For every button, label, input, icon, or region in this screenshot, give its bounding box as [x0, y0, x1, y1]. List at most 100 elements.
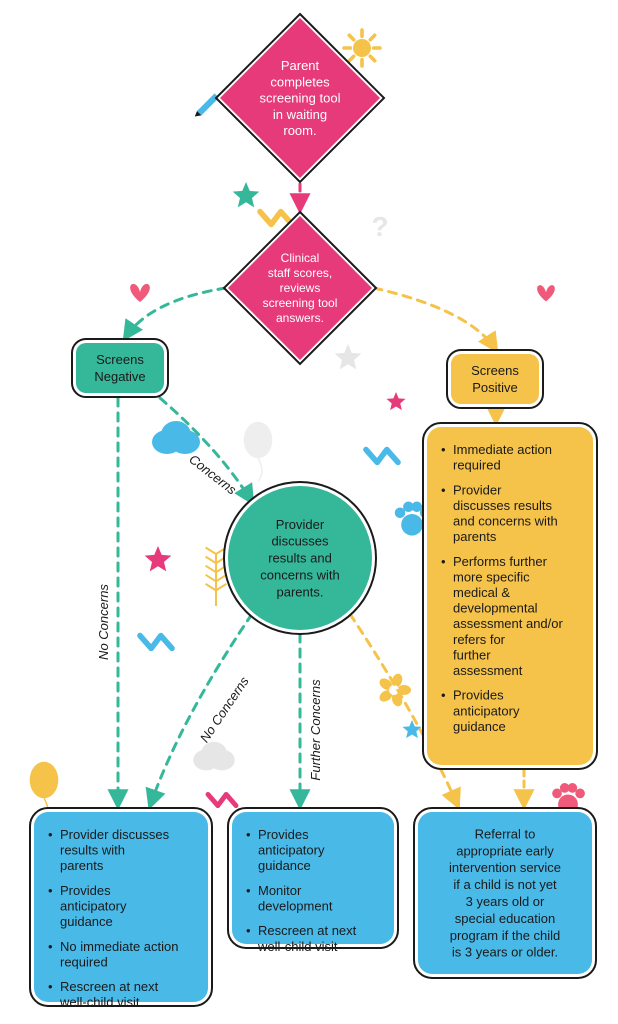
- node-out1: • Provider discussesresults withparents • P…: [30, 808, 212, 1010]
- svg-text:required: required: [453, 458, 501, 473]
- decor-star: [402, 720, 421, 738]
- svg-text:?: ?: [371, 211, 388, 242]
- svg-text:•: •: [246, 883, 251, 898]
- path-label-2: No Concerns: [197, 673, 252, 745]
- svg-text:anticipatory: anticipatory: [258, 843, 325, 858]
- svg-text:•: •: [246, 827, 251, 842]
- svg-text:Immediate action: Immediate action: [453, 442, 552, 457]
- decor-star: [335, 344, 362, 369]
- svg-text:screening tool: screening tool: [263, 296, 338, 310]
- path-label-1: No Concerns: [96, 584, 111, 660]
- svg-text:staff scores,: staff scores,: [268, 266, 332, 280]
- svg-text:Rescreen at next: Rescreen at next: [60, 979, 159, 994]
- svg-text:•: •: [441, 554, 446, 569]
- svg-text:Provides: Provides: [60, 883, 111, 898]
- svg-text:Screens: Screens: [96, 352, 144, 367]
- svg-text:developmental: developmental: [453, 601, 538, 616]
- svg-text:•: •: [48, 883, 53, 898]
- node-discuss: Provider discusses results andconcerns wit…: [224, 482, 376, 634]
- svg-text:•: •: [441, 688, 446, 703]
- decor-cloud: [193, 742, 235, 771]
- svg-text:Negative: Negative: [94, 369, 145, 384]
- svg-text:completes: completes: [270, 74, 330, 89]
- svg-text:•: •: [48, 827, 53, 842]
- decor-balloon: [244, 422, 273, 482]
- svg-text:Provider discusses: Provider discusses: [60, 827, 170, 842]
- svg-text:Provider: Provider: [453, 482, 502, 497]
- path-label-3: Further Concerns: [308, 679, 323, 781]
- svg-text:parents.: parents.: [277, 584, 324, 599]
- svg-text:3 years old or: 3 years old or: [466, 894, 545, 909]
- svg-text:Clinical: Clinical: [281, 251, 320, 265]
- svg-text:Rescreen at next: Rescreen at next: [258, 923, 357, 938]
- svg-text:room.: room.: [283, 123, 316, 138]
- svg-text:Screens: Screens: [471, 363, 519, 378]
- decor-zig: [366, 450, 398, 463]
- node-review: Clinicalstaff scores,reviewsscreening to…: [224, 212, 376, 364]
- node-neg: Screens Negative: [72, 339, 168, 397]
- decor-star: [386, 392, 405, 410]
- svg-text:assessment: assessment: [453, 663, 523, 678]
- svg-text:further: further: [453, 647, 491, 662]
- svg-text:•: •: [48, 939, 53, 954]
- decor-zig: [208, 794, 236, 805]
- node-pos: Screens Positive: [447, 350, 543, 408]
- svg-text:required: required: [60, 954, 108, 969]
- svg-text:more specific: more specific: [453, 569, 530, 584]
- svg-text:and concerns with: and concerns with: [453, 514, 558, 529]
- svg-text:guidance: guidance: [453, 719, 506, 734]
- svg-text:medical &: medical &: [453, 585, 510, 600]
- svg-text:discusses results: discusses results: [453, 498, 552, 513]
- svg-text:anticipatory: anticipatory: [453, 703, 520, 718]
- svg-text:concerns with: concerns with: [260, 567, 339, 582]
- node-start: Parentcompletes screening toolin waitingr…: [216, 14, 384, 182]
- svg-text:•: •: [441, 442, 446, 457]
- svg-text:appropriate early: appropriate early: [456, 843, 554, 858]
- svg-text:development: development: [258, 899, 333, 914]
- decor-pencil: [195, 93, 219, 116]
- svg-text:in waiting: in waiting: [273, 107, 327, 122]
- svg-text:results with: results with: [60, 843, 125, 858]
- svg-text:anticipatory: anticipatory: [60, 899, 127, 914]
- node-posbox: • Immediate actionrequired • Providerdiscus…: [423, 423, 597, 769]
- svg-text:discusses: discusses: [271, 534, 329, 549]
- node-out2: • Providesanticipatoryguidance • Monitordev…: [228, 808, 398, 954]
- svg-text:results and: results and: [268, 551, 332, 566]
- node-out3: Referral to appropriate early intervention…: [414, 808, 596, 978]
- svg-text:is 3 years or older.: is 3 years or older.: [452, 945, 558, 960]
- svg-text:Provides: Provides: [453, 688, 504, 703]
- svg-text:Parent: Parent: [281, 58, 320, 73]
- svg-text:program if the child: program if the child: [450, 928, 561, 943]
- svg-text:Provides: Provides: [258, 827, 309, 842]
- decor-sun: [344, 30, 380, 66]
- svg-text:intervention service: intervention service: [449, 860, 561, 875]
- svg-text:•: •: [48, 979, 53, 994]
- svg-text:special education: special education: [455, 911, 555, 926]
- svg-text:screening tool: screening tool: [260, 91, 341, 106]
- svg-text:assessment and/or: assessment and/or: [453, 616, 564, 631]
- svg-text:parents: parents: [60, 858, 104, 873]
- decor-star: [233, 182, 260, 207]
- decor-question: ?: [371, 211, 388, 242]
- svg-text:Monitor: Monitor: [258, 883, 302, 898]
- svg-text:No immediate action: No immediate action: [60, 939, 179, 954]
- decor-heart: [537, 285, 555, 301]
- svg-text:reviews: reviews: [280, 281, 321, 295]
- svg-text:well-child visit: well-child visit: [59, 995, 140, 1010]
- decor-zig: [260, 212, 292, 225]
- svg-text:answers.: answers.: [276, 311, 324, 325]
- svg-text:•: •: [441, 482, 446, 497]
- svg-text:Referral to: Referral to: [475, 826, 536, 841]
- decor-zig: [140, 636, 172, 649]
- svg-text:if a child is not yet: if a child is not yet: [453, 877, 557, 892]
- decor-star: [145, 546, 172, 571]
- svg-text:Provider: Provider: [276, 517, 325, 532]
- svg-text:refers for: refers for: [453, 632, 506, 647]
- svg-text:guidance: guidance: [258, 858, 311, 873]
- svg-text:well-child visit: well-child visit: [257, 939, 338, 954]
- edge-2: [374, 288, 496, 350]
- decor-cloud: [152, 421, 200, 454]
- svg-text:Performs further: Performs further: [453, 554, 548, 569]
- svg-text:Positive: Positive: [472, 380, 518, 395]
- svg-text:•: •: [246, 923, 251, 938]
